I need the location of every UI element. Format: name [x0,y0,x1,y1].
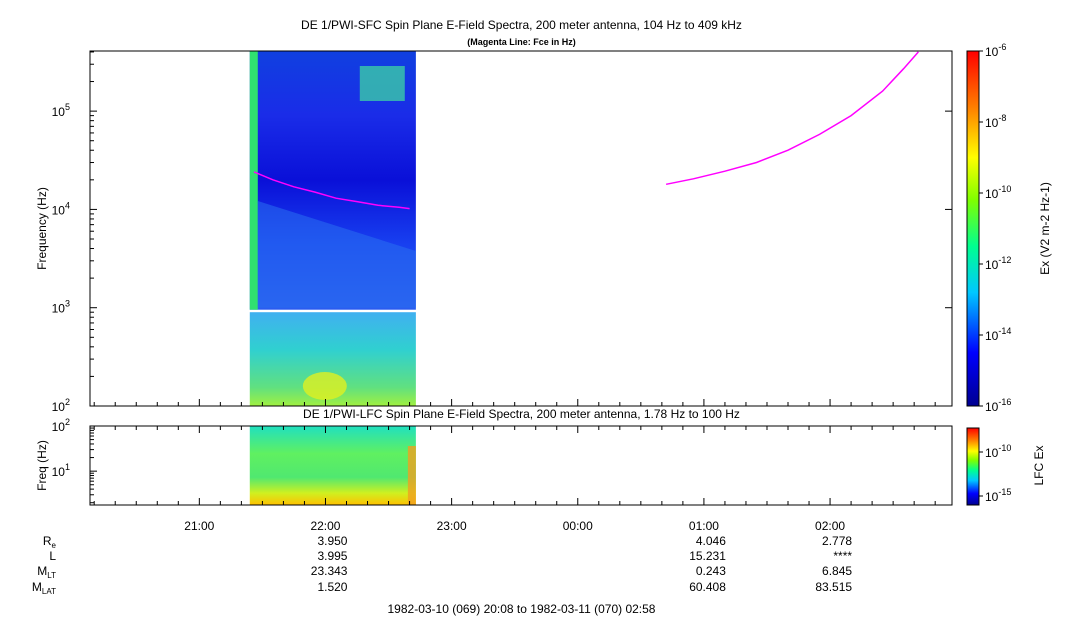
ephemeris-value: 1.520 [317,580,347,594]
lfc-y-tick-label: 101 [52,462,70,479]
ephemeris-value: 3.950 [317,534,347,548]
ephemeris-value: 15.231 [689,549,726,563]
lfc-edge-strip [407,446,416,505]
ephemeris-value: 83.515 [815,580,852,594]
ephemeris-row-label: Re [43,534,57,550]
top-panel-title: DE 1/PWI-SFC Spin Plane E-Field Spectra,… [301,18,742,32]
colorbars: 10-6 10-8 10-10 10-12 10-14 10-16 Ex (V2 m-2 H… [966,42,1052,506]
top-panel-subtitle: (Magenta Line: Fce in Hz) [467,37,576,47]
sfc-lower-emission [257,201,416,308]
ephemeris-value: **** [833,549,852,563]
sfc-colorbar-tick-label: 10-10 [985,184,1011,201]
lfc-colorbar-tick-label: 10-10 [985,443,1011,460]
bottom-panel-title: DE 1/PWI-LFC Spin Plane E-Field Spectra,… [303,407,740,421]
fce-line-segment [253,171,410,210]
time-tick-label: 21:00 [184,519,214,533]
ephemeris-row-label: L [49,549,56,563]
ephemeris-row-label: MLAT [32,580,56,596]
time-tick-label: 01:00 [689,519,719,533]
ephemeris-value: 60.408 [689,580,726,594]
ephemeris-value: 23.343 [311,564,348,578]
sfc-y-tick-label: 105 [52,102,70,119]
lfc-colorbar-label: LFC Ex [1032,445,1046,485]
sfc-y-tick-label: 103 [52,299,70,316]
sfc-y-tick-label: 102 [52,397,70,414]
time-tick-label: 02:00 [815,519,845,533]
sfc-colorbar-tick-label: 10-8 [985,113,1006,130]
sfc-y-tick-label: 104 [52,200,70,217]
lfc-colorbar [966,427,980,506]
sfc-onset-strip [249,51,258,310]
ephemeris-value: 6.845 [822,564,852,578]
sfc-colorbar-tick-label: 10-14 [985,326,1011,343]
sfc-panel: 102 103 104 105 Frequency (Hz) [35,50,953,414]
ephemeris-row-label: MLT [37,564,56,580]
ephemeris-value: 0.243 [696,564,726,578]
lfc-band [249,426,416,505]
lfc-colorbar-tick-label: 10-15 [985,487,1011,504]
fce-line-segment [665,51,919,186]
sfc-colorbar-tick-label: 10-12 [985,255,1011,272]
lfc-frame [89,425,953,506]
sfc-low-hot-spot [302,372,347,400]
sfc-y-axis-label: Frequency (Hz) [35,187,49,270]
ephemeris-value: 4.046 [696,534,726,548]
time-range-label: 1982-03-10 (069) 20:08 to 1982-03-11 (07… [387,602,656,616]
lfc-y-axis-label: Freq (Hz) [35,440,49,491]
sfc-colorbar [966,50,980,407]
time-axis: 21:00 22:00 23:00 00:00 01:00 02:00 [93,399,936,533]
sfc-hot-patch [359,66,405,101]
ephemeris-value: 3.995 [317,549,347,563]
lfc-y-tick-label: 102 [52,417,70,434]
sfc-colorbar-label: Ex (V2 m-2 Hz-1) [1038,182,1052,275]
time-tick-label: 23:00 [437,519,467,533]
time-tick-label: 22:00 [310,519,340,533]
time-tick-label: 00:00 [563,519,593,533]
sfc-colorbar-tick-label: 10-6 [985,42,1006,59]
ephemeris-value: 2.778 [822,534,852,548]
sfc-colorbar-tick-label: 10-16 [985,397,1011,414]
sfc-frame [89,50,953,407]
